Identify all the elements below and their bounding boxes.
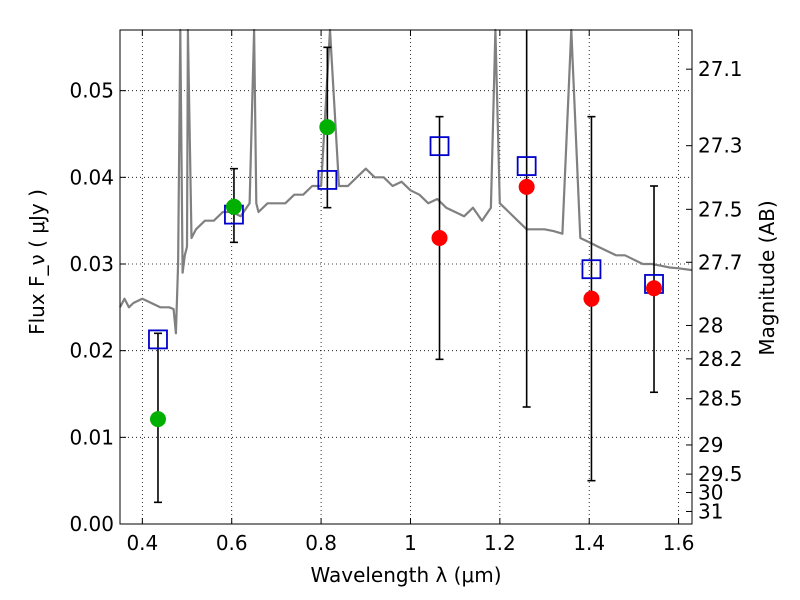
x-axis-title: Wavelength λ (μm) bbox=[310, 563, 501, 587]
y2-tick-label: 30 bbox=[698, 481, 723, 505]
y2-axis-title: Magnitude (AB) bbox=[755, 200, 779, 355]
y2-tick-label: 27.5 bbox=[698, 197, 743, 221]
y-tick-label: 0.04 bbox=[69, 165, 114, 189]
model-photometry-square bbox=[581, 259, 602, 280]
y-tick-label: 0.00 bbox=[69, 512, 114, 536]
x-tick-label: 1.2 bbox=[484, 531, 516, 555]
y-tick-label: 0.03 bbox=[69, 252, 114, 276]
model-photometry-square bbox=[148, 329, 168, 350]
x-tick-label: 1 bbox=[404, 531, 417, 555]
model-spectrum-layer bbox=[119, 28, 693, 335]
model-photometry-square bbox=[516, 156, 537, 176]
square-markers-layer bbox=[148, 136, 664, 350]
x-tick-label: 1.6 bbox=[663, 531, 695, 555]
tick-layer: 0.4 0.6 0.8 1 1.2 1.4 1.6 0.00 0.01 0.02 0.03 0.04 0… bbox=[69, 30, 743, 555]
y2-tick-label: 31 bbox=[698, 499, 723, 523]
x-tick-label: 1.4 bbox=[573, 531, 605, 555]
red-data-point bbox=[646, 280, 663, 297]
grid-lines bbox=[120, 30, 692, 525]
y2-tick-label: 27.7 bbox=[698, 250, 743, 274]
green-data-point bbox=[319, 119, 336, 136]
y-tick-label: 0.01 bbox=[69, 425, 114, 449]
y2-tick-label: 29 bbox=[698, 433, 723, 457]
y2-tick-label: 28 bbox=[698, 313, 723, 337]
y2-tick-label: 28.2 bbox=[698, 347, 743, 371]
y2-tick-label: 27.3 bbox=[698, 134, 743, 158]
green-data-point bbox=[225, 198, 242, 215]
x-tick-label: 0.4 bbox=[126, 531, 158, 555]
red-data-point bbox=[518, 178, 535, 195]
plot-frame bbox=[119, 29, 693, 525]
y-tick-label: 0.02 bbox=[69, 339, 114, 363]
x-tick-label: 0.8 bbox=[305, 531, 337, 555]
y2-tick-label: 27.1 bbox=[698, 57, 743, 81]
y-axis-title: Flux F_ν ( μJy ) bbox=[25, 189, 49, 335]
green-data-point bbox=[149, 411, 166, 428]
y-tick-label: 0.05 bbox=[69, 79, 114, 103]
model-photometry-square bbox=[429, 136, 450, 157]
red-data-point bbox=[583, 290, 600, 307]
x-tick-label: 0.6 bbox=[216, 531, 248, 555]
y2-tick-label: 29.5 bbox=[698, 462, 743, 486]
model-photometry-square bbox=[317, 170, 338, 190]
red-data-point bbox=[431, 230, 448, 246]
model-spectrum-line bbox=[119, 28, 693, 335]
point-markers-layer bbox=[149, 119, 663, 428]
y2-tick-label: 28.5 bbox=[698, 387, 743, 411]
